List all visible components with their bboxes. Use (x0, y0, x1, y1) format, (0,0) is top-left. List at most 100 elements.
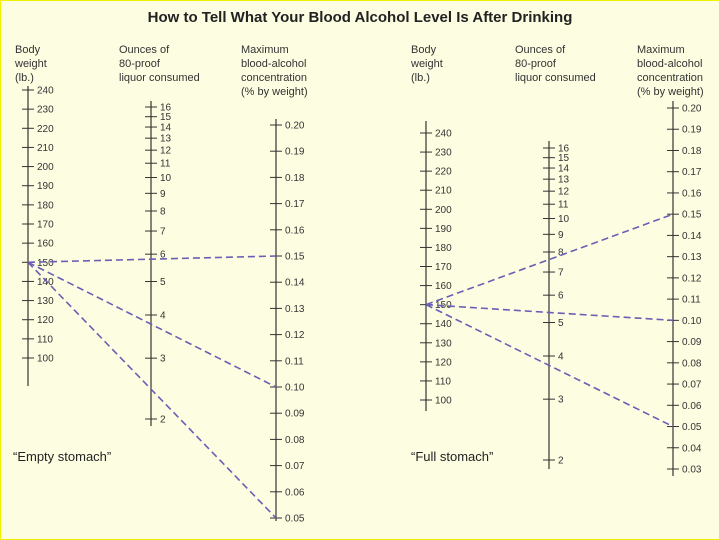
full-estimate-line (425, 303, 674, 322)
empty-ounces-tick-label: 6 (160, 250, 166, 261)
bac-header-right: Maximum blood-alcohol concentration (% b… (637, 44, 704, 98)
full-weight-tick-label: 240 (435, 129, 452, 140)
full-estimate-line (425, 303, 674, 428)
empty-weight-tick-label: 220 (37, 124, 54, 135)
empty-weight-tick-label: 110 (37, 334, 53, 345)
caption-empty-stomach: “Empty stomach” (13, 449, 112, 464)
empty-bac-tick-label: 0.11 (285, 356, 304, 367)
full-weight-tick-label: 200 (435, 205, 452, 216)
full-ounces-tick-label: 14 (558, 164, 570, 175)
empty-bac-tick-label: 0.07 (285, 461, 305, 472)
full-ounces-tick-label: 3 (558, 395, 564, 406)
empty-ounces-tick-label: 15 (160, 112, 172, 123)
empty-weight-tick-label: 200 (37, 162, 54, 173)
full-ounces-tick-label: 5 (558, 318, 564, 329)
page-title: How to Tell What Your Blood Alcohol Leve… (147, 9, 573, 26)
full-ounces-tick-label: 11 (558, 200, 569, 211)
empty-bac-tick-label: 0.15 (285, 252, 305, 263)
full-weight-tick-label: 140 (435, 319, 452, 330)
full-weight-tick-label: 160 (435, 281, 452, 292)
full-bac-tick-label: 0.17 (682, 167, 702, 178)
full-weight-tick-label: 110 (435, 376, 451, 387)
empty-bac-tick-label: 0.14 (285, 278, 305, 289)
empty-ounces-tick-label: 5 (160, 277, 166, 288)
full-bac-tick-label: 0.05 (682, 422, 702, 433)
empty-ounces-tick-label: 4 (160, 311, 166, 322)
empty-ounces-tick-label: 16 (160, 103, 172, 114)
empty-ounces-tick-label: 3 (160, 354, 166, 365)
empty-ounces-tick-label: 9 (160, 189, 166, 200)
full-bac-tick-label: 0.10 (682, 316, 702, 327)
full-ounces-tick-label: 7 (558, 268, 564, 279)
empty-weight-tick-label: 120 (37, 315, 54, 326)
full-weight-tick-label: 190 (435, 224, 452, 235)
empty-weight-tick-label: 100 (37, 354, 54, 365)
caption-full-stomach: “Full stomach” (411, 449, 494, 464)
full-bac-tick-label: 0.09 (682, 337, 702, 348)
empty-bac-tick-label: 0.16 (285, 225, 305, 236)
empty-bac-tick-label: 0.08 (285, 435, 305, 446)
weight-header-right: Body weight (lb.) (411, 44, 443, 84)
full-bac-tick-label: 0.11 (682, 295, 701, 306)
empty-bac-tick-label: 0.19 (285, 147, 305, 158)
full-ounces-tick-label: 13 (558, 175, 570, 186)
full-weight-tick-label: 180 (435, 243, 452, 254)
full-ounces-tick-label: 16 (558, 144, 570, 155)
full-bac-tick-label: 0.16 (682, 188, 702, 199)
empty-bac-tick-label: 0.06 (285, 487, 305, 498)
empty-bac-tick-label: 0.05 (285, 514, 305, 525)
full-bac-tick-label: 0.20 (682, 104, 702, 115)
full-ounces-tick-label: 12 (558, 187, 570, 198)
empty-weight-tick-label: 170 (37, 220, 54, 231)
empty-estimate-line (27, 261, 277, 519)
full-weight-tick-label: 130 (435, 338, 452, 349)
full-ounces-tick-label: 8 (558, 248, 564, 259)
full-ounces-tick-label: 6 (558, 291, 564, 302)
full-weight-tick-label: 120 (435, 357, 452, 368)
full-ounces-tick-label: 2 (558, 456, 564, 467)
full-bac-tick-label: 0.13 (682, 252, 702, 263)
full-bac-tick-label: 0.08 (682, 358, 702, 369)
empty-ounces-tick-label: 11 (160, 159, 171, 170)
empty-ounces-tick-label: 7 (160, 227, 166, 238)
empty-weight-tick-label: 180 (37, 200, 54, 211)
full-bac-tick-label: 0.19 (682, 125, 702, 136)
empty-ounces-tick-label: 14 (160, 123, 172, 134)
empty-weight-tick-label: 240 (37, 86, 54, 97)
full-ounces-tick-label: 9 (558, 230, 564, 241)
full-bac-tick-label: 0.14 (682, 231, 702, 242)
full-bac-tick-label: 0.12 (682, 273, 702, 284)
full-weight-tick-label: 100 (435, 396, 452, 407)
empty-weight-tick-label: 130 (37, 296, 54, 307)
empty-ounces-tick-label: 13 (160, 134, 172, 145)
empty-bac-tick-label: 0.13 (285, 304, 305, 315)
empty-bac-tick-label: 0.10 (285, 383, 305, 394)
full-ounces-tick-label: 10 (558, 214, 570, 225)
empty-weight-tick-label: 210 (37, 143, 54, 154)
full-weight-tick-label: 170 (435, 262, 452, 273)
full-bac-tick-label: 0.03 (682, 465, 702, 476)
full-bac-tick-label: 0.07 (682, 380, 702, 391)
bac-header-left: Maximum blood-alcohol concentration (% b… (241, 44, 308, 98)
full-bac-tick-label: 0.18 (682, 146, 702, 157)
full-bac-tick-label: 0.06 (682, 401, 702, 412)
empty-bac-tick-label: 0.12 (285, 330, 305, 341)
full-weight-tick-label: 220 (435, 167, 452, 178)
empty-estimate-line (27, 261, 277, 388)
empty-ounces-tick-label: 10 (160, 173, 172, 184)
empty-ounces-tick-label: 12 (160, 146, 172, 157)
ounces-header-right: Ounces of 80-proof liquor consumed (515, 44, 596, 84)
empty-weight-tick-label: 140 (37, 277, 54, 288)
empty-ounces-tick-label: 2 (160, 415, 166, 426)
full-bac-tick-label: 0.15 (682, 210, 702, 221)
empty-ounces-tick-label: 8 (160, 207, 166, 218)
full-weight-tick-label: 210 (435, 186, 452, 197)
empty-bac-tick-label: 0.17 (285, 199, 305, 210)
ounces-header-left: Ounces of 80-proof liquor consumed (119, 44, 200, 84)
empty-bac-tick-label: 0.18 (285, 173, 305, 184)
empty-weight-tick-label: 190 (37, 181, 54, 192)
empty-weight-tick-label: 160 (37, 239, 54, 250)
empty-estimate-line (27, 255, 277, 264)
